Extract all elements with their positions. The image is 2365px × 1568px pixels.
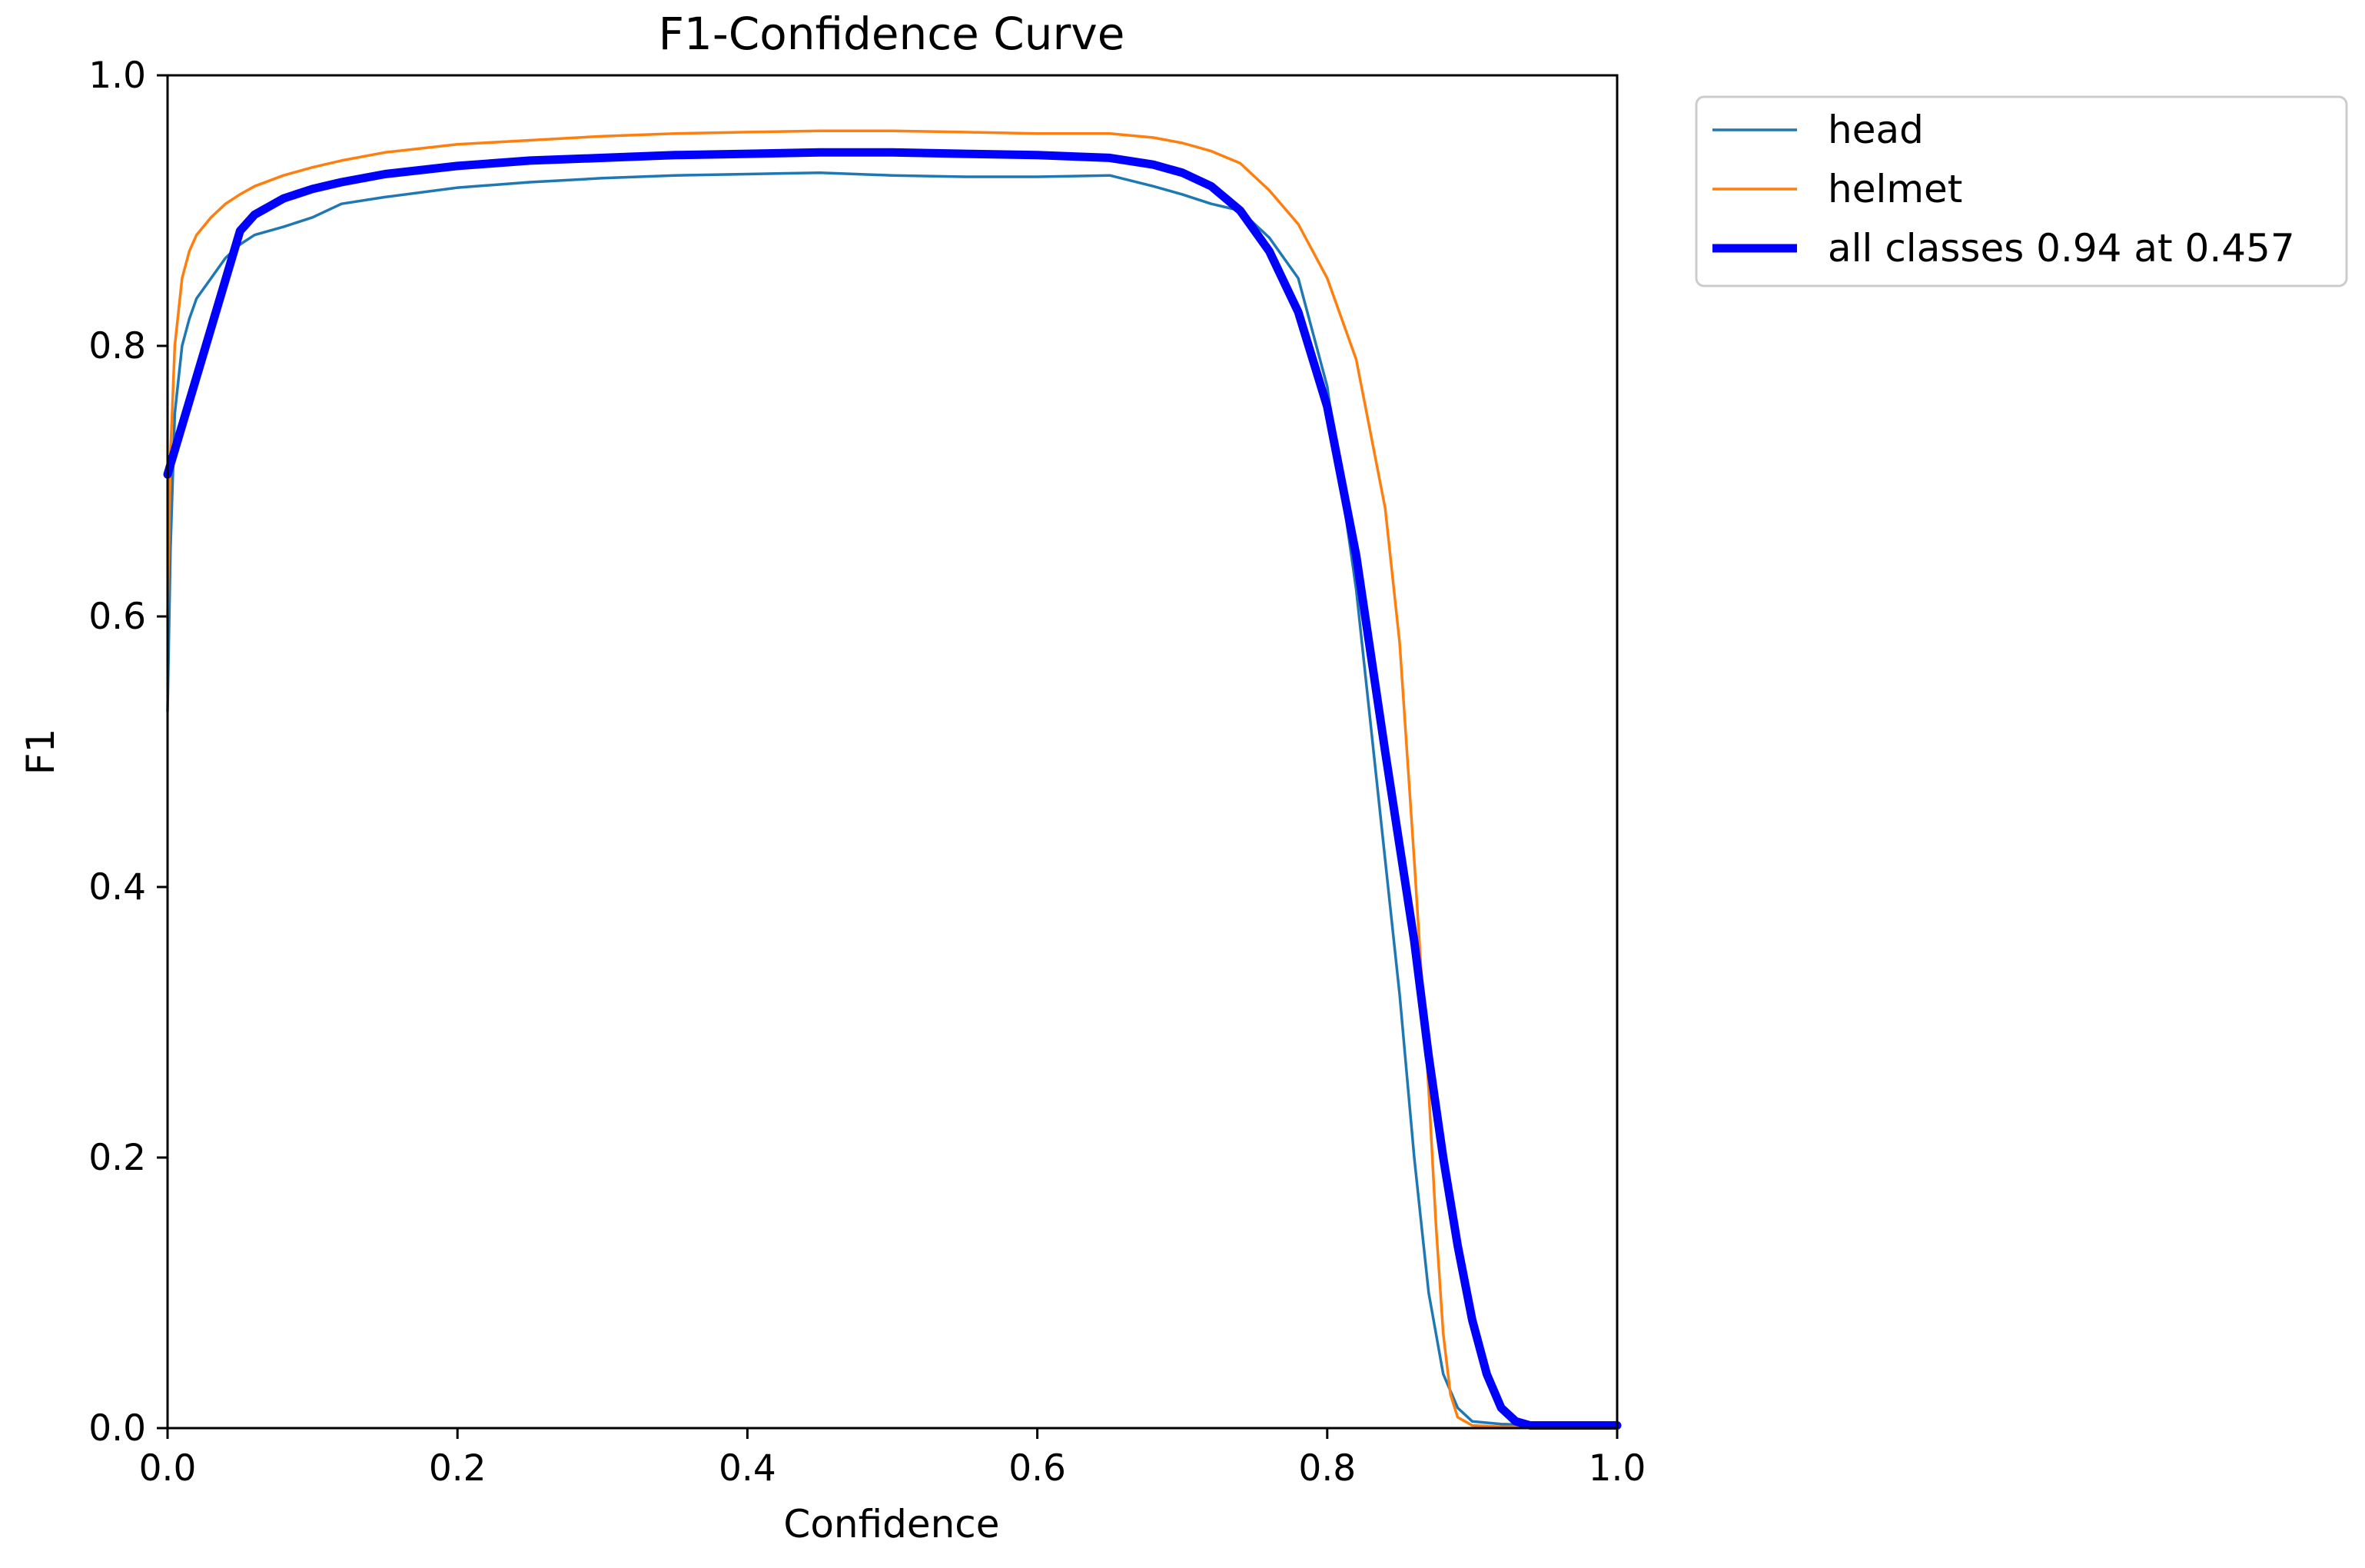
y-tick-label: 0.0 <box>88 1407 146 1450</box>
series-line-helmet <box>166 129 1619 1428</box>
y-tick-label: 0.4 <box>88 866 146 909</box>
legend-items: head helmet all classes 0.94 at 0.457 <box>1712 108 2295 271</box>
y-axis-label: F1 <box>18 729 63 776</box>
legend-label-head: head <box>1828 108 1924 152</box>
y-tick-label: 0.6 <box>88 596 146 638</box>
x-tick-label: 0.6 <box>1008 1447 1066 1490</box>
plot-series <box>163 129 1622 1430</box>
y-tick-label: 0.2 <box>88 1137 146 1179</box>
y-axis-ticks: 0.0 0.2 0.4 0.6 0.8 1.0 <box>88 55 168 1450</box>
chart-title: F1-Confidence Curve <box>659 8 1125 60</box>
x-tick-label: 0.4 <box>719 1447 776 1490</box>
x-axis-ticks: 0.0 0.2 0.4 0.6 0.8 1.0 <box>139 1428 1646 1490</box>
x-axis-label: Confidence <box>783 1502 999 1546</box>
series-line-all <box>163 148 1622 1430</box>
x-tick-label: 0.8 <box>1298 1447 1356 1490</box>
y-tick-label: 0.8 <box>88 325 146 367</box>
series-line-head <box>166 171 1619 1427</box>
x-tick-label: 0.0 <box>139 1447 197 1490</box>
legend-label-all: all classes 0.94 at 0.457 <box>1828 226 2295 271</box>
y-tick-label: 1.0 <box>88 55 146 97</box>
x-tick-label: 0.2 <box>429 1447 487 1490</box>
plot-frame <box>166 74 1619 1430</box>
legend-box <box>1695 95 2348 287</box>
legend: head helmet all classes 0.94 at 0.457 <box>1695 95 2348 287</box>
legend-label-helmet: helmet <box>1828 167 1962 211</box>
x-tick-label: 1.0 <box>1589 1447 1646 1490</box>
